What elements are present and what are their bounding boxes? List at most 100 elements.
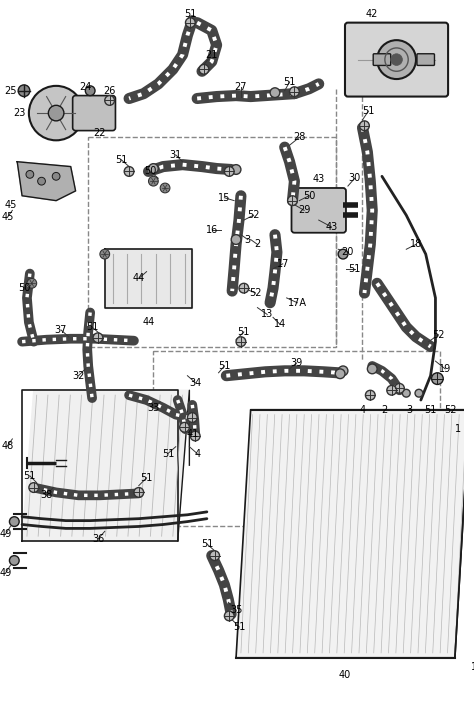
Text: 43: 43 bbox=[313, 174, 325, 184]
FancyBboxPatch shape bbox=[345, 22, 448, 96]
Text: 51: 51 bbox=[86, 322, 98, 332]
Text: 51: 51 bbox=[115, 155, 128, 165]
Circle shape bbox=[236, 337, 246, 347]
Circle shape bbox=[37, 177, 46, 185]
Text: 45: 45 bbox=[4, 200, 17, 210]
Text: 51: 51 bbox=[201, 539, 213, 549]
Text: 36: 36 bbox=[92, 534, 104, 544]
Text: 25: 25 bbox=[4, 86, 17, 96]
Text: 38: 38 bbox=[40, 490, 53, 501]
Text: 51: 51 bbox=[283, 77, 296, 87]
Text: 51: 51 bbox=[24, 471, 36, 481]
Circle shape bbox=[27, 278, 36, 288]
Text: 34: 34 bbox=[189, 378, 201, 387]
Text: 39: 39 bbox=[290, 358, 302, 368]
Circle shape bbox=[18, 85, 30, 96]
Text: 19: 19 bbox=[439, 364, 451, 374]
Circle shape bbox=[431, 373, 443, 385]
Text: 49: 49 bbox=[0, 568, 12, 578]
Circle shape bbox=[48, 105, 64, 121]
Text: 17A: 17A bbox=[288, 298, 307, 308]
Text: 51: 51 bbox=[218, 361, 230, 371]
Circle shape bbox=[367, 364, 377, 374]
Circle shape bbox=[231, 165, 241, 174]
Circle shape bbox=[402, 389, 410, 397]
Text: 44: 44 bbox=[133, 273, 145, 283]
Text: 1: 1 bbox=[455, 424, 461, 434]
Text: 43: 43 bbox=[325, 222, 337, 232]
Text: 22: 22 bbox=[94, 127, 106, 138]
Text: 2: 2 bbox=[382, 405, 388, 415]
Circle shape bbox=[185, 18, 195, 27]
Circle shape bbox=[338, 366, 348, 375]
Circle shape bbox=[160, 183, 170, 193]
Text: 32: 32 bbox=[73, 370, 85, 381]
Circle shape bbox=[105, 96, 115, 105]
Text: 51: 51 bbox=[140, 473, 153, 483]
Circle shape bbox=[52, 172, 60, 180]
Circle shape bbox=[338, 250, 348, 259]
Circle shape bbox=[148, 164, 158, 174]
FancyBboxPatch shape bbox=[373, 53, 391, 65]
Text: 21: 21 bbox=[206, 50, 218, 60]
Text: 4: 4 bbox=[359, 405, 365, 415]
Text: 50: 50 bbox=[18, 283, 30, 293]
Circle shape bbox=[93, 333, 103, 342]
Text: 42: 42 bbox=[366, 9, 378, 19]
Polygon shape bbox=[236, 410, 469, 658]
Circle shape bbox=[377, 40, 416, 79]
Circle shape bbox=[180, 423, 190, 432]
Circle shape bbox=[394, 383, 404, 393]
Circle shape bbox=[224, 611, 234, 621]
Circle shape bbox=[415, 389, 423, 397]
Circle shape bbox=[29, 86, 83, 141]
Text: 30: 30 bbox=[348, 173, 361, 183]
Text: 48: 48 bbox=[1, 441, 14, 451]
Circle shape bbox=[29, 483, 38, 492]
Text: 37: 37 bbox=[55, 325, 67, 335]
Text: 31: 31 bbox=[170, 150, 182, 160]
Circle shape bbox=[360, 121, 369, 131]
Circle shape bbox=[210, 550, 219, 560]
Text: 50: 50 bbox=[144, 167, 156, 176]
Text: 28: 28 bbox=[293, 132, 305, 143]
Circle shape bbox=[85, 86, 95, 96]
Circle shape bbox=[387, 385, 397, 395]
Text: 45: 45 bbox=[1, 212, 14, 222]
Circle shape bbox=[224, 167, 234, 176]
Circle shape bbox=[365, 390, 375, 400]
Circle shape bbox=[134, 488, 144, 497]
Text: 50: 50 bbox=[303, 191, 315, 201]
Circle shape bbox=[391, 53, 402, 65]
Text: 51: 51 bbox=[362, 106, 374, 116]
Text: 35: 35 bbox=[230, 605, 242, 615]
Text: 51: 51 bbox=[237, 327, 250, 337]
Polygon shape bbox=[17, 162, 75, 200]
Text: 51: 51 bbox=[424, 405, 437, 415]
Text: 1: 1 bbox=[471, 662, 474, 673]
Text: 51: 51 bbox=[162, 449, 174, 458]
Text: 51: 51 bbox=[184, 9, 197, 19]
Circle shape bbox=[288, 195, 297, 205]
Text: 20: 20 bbox=[342, 247, 354, 257]
Text: 2: 2 bbox=[255, 240, 261, 250]
Text: 15: 15 bbox=[218, 193, 230, 202]
Text: 29: 29 bbox=[298, 205, 310, 215]
Text: 51: 51 bbox=[233, 621, 245, 631]
Text: 33: 33 bbox=[147, 403, 160, 413]
Circle shape bbox=[335, 369, 345, 379]
Polygon shape bbox=[22, 390, 190, 541]
Circle shape bbox=[231, 235, 241, 245]
Text: 40: 40 bbox=[339, 670, 351, 681]
Circle shape bbox=[187, 413, 197, 423]
Circle shape bbox=[148, 176, 158, 186]
Circle shape bbox=[199, 65, 209, 75]
Text: 14: 14 bbox=[273, 319, 286, 329]
Text: 52: 52 bbox=[249, 288, 262, 298]
Polygon shape bbox=[105, 250, 192, 308]
Circle shape bbox=[26, 171, 34, 179]
Text: 24: 24 bbox=[79, 82, 91, 92]
FancyBboxPatch shape bbox=[417, 53, 435, 65]
Text: 3: 3 bbox=[406, 405, 412, 415]
FancyBboxPatch shape bbox=[292, 188, 346, 233]
